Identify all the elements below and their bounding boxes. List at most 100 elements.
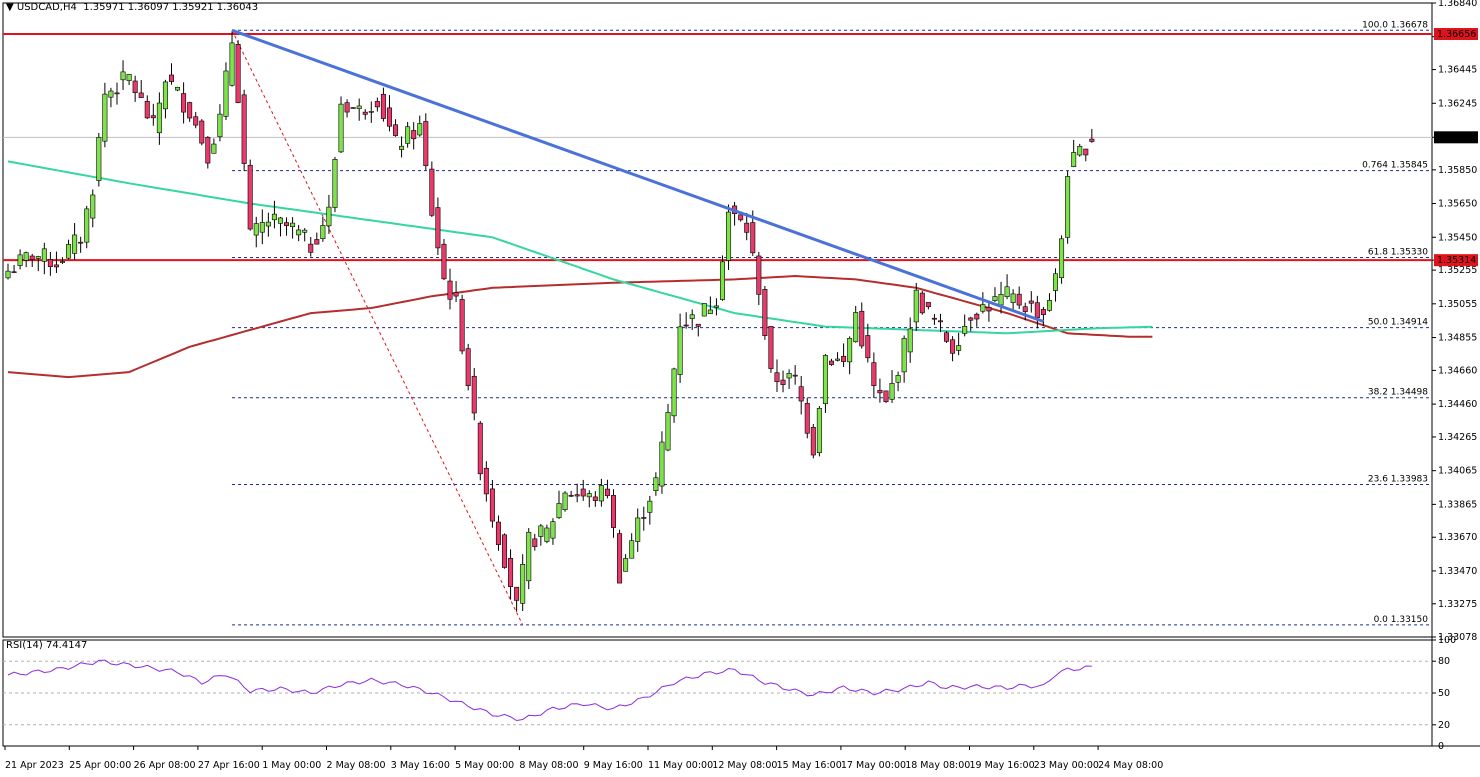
- bullish-candle[interactable]: [520, 564, 526, 604]
- bullish-candle[interactable]: [726, 211, 732, 261]
- bearish-candle[interactable]: [241, 94, 247, 164]
- bearish-candle[interactable]: [925, 302, 931, 307]
- bullish-candle[interactable]: [265, 221, 271, 227]
- bullish-candle[interactable]: [277, 217, 283, 224]
- bearish-candle[interactable]: [47, 259, 53, 268]
- bullish-candle[interactable]: [1059, 238, 1065, 279]
- bullish-candle[interactable]: [677, 326, 683, 375]
- bearish-candle[interactable]: [471, 375, 477, 414]
- bearish-candle[interactable]: [247, 164, 253, 230]
- bullish-candle[interactable]: [550, 521, 556, 539]
- bearish-candle[interactable]: [477, 422, 483, 475]
- bullish-candle[interactable]: [1065, 176, 1071, 238]
- bullish-candle[interactable]: [956, 345, 962, 351]
- bullish-candle[interactable]: [992, 296, 998, 301]
- bearish-candle[interactable]: [810, 427, 816, 456]
- bullish-candle[interactable]: [816, 408, 822, 453]
- bearish-candle[interactable]: [919, 292, 925, 314]
- bullish-candle[interactable]: [901, 338, 907, 373]
- bearish-candle[interactable]: [11, 271, 17, 274]
- bearish-candle[interactable]: [314, 239, 320, 245]
- bearish-candle[interactable]: [465, 348, 471, 386]
- bearish-candle[interactable]: [968, 317, 974, 321]
- bearish-candle[interactable]: [1028, 300, 1034, 304]
- bullish-candle[interactable]: [320, 225, 326, 240]
- bearish-candle[interactable]: [441, 243, 447, 280]
- bullish-candle[interactable]: [1004, 286, 1010, 297]
- bearish-candle[interactable]: [1016, 293, 1022, 306]
- bullish-candle[interactable]: [211, 143, 217, 154]
- bearish-candle[interactable]: [362, 111, 368, 115]
- bearish-candle[interactable]: [386, 107, 392, 127]
- bullish-candle[interactable]: [332, 159, 338, 208]
- bullish-candle[interactable]: [156, 102, 162, 134]
- bullish-candle[interactable]: [998, 294, 1004, 306]
- bullish-candle[interactable]: [23, 252, 29, 261]
- bearish-candle[interactable]: [453, 292, 459, 297]
- bullish-candle[interactable]: [1010, 293, 1016, 303]
- bearish-candle[interactable]: [865, 335, 871, 359]
- bearish-candle[interactable]: [756, 255, 762, 295]
- bullish-candle[interactable]: [586, 493, 592, 498]
- bullish-candle[interactable]: [707, 309, 713, 314]
- bullish-candle[interactable]: [835, 358, 841, 361]
- bullish-candle[interactable]: [302, 229, 308, 233]
- bullish-candle[interactable]: [623, 558, 629, 572]
- bullish-candle[interactable]: [175, 87, 181, 91]
- bearish-candle[interactable]: [974, 313, 980, 320]
- bearish-candle[interactable]: [193, 116, 199, 126]
- bullish-candle[interactable]: [223, 70, 229, 117]
- bearish-candle[interactable]: [144, 100, 150, 119]
- bullish-candle[interactable]: [913, 289, 919, 323]
- bullish-candle[interactable]: [665, 412, 671, 451]
- bullish-candle[interactable]: [689, 314, 695, 319]
- bullish-candle[interactable]: [544, 527, 550, 542]
- bearish-candle[interactable]: [1089, 138, 1095, 142]
- bearish-candle[interactable]: [393, 124, 399, 136]
- bullish-candle[interactable]: [338, 103, 344, 153]
- bullish-candle[interactable]: [701, 303, 707, 317]
- bullish-candle[interactable]: [907, 328, 913, 353]
- bullish-candle[interactable]: [126, 74, 132, 81]
- bullish-candle[interactable]: [853, 312, 859, 343]
- bearish-candle[interactable]: [986, 307, 992, 312]
- bearish-candle[interactable]: [284, 222, 290, 226]
- bullish-candle[interactable]: [1071, 152, 1077, 167]
- bearish-candle[interactable]: [574, 494, 580, 497]
- bullish-candle[interactable]: [671, 368, 677, 417]
- bullish-candle[interactable]: [84, 208, 90, 243]
- bearish-candle[interactable]: [344, 102, 350, 113]
- bullish-candle[interactable]: [356, 105, 362, 109]
- bearish-candle[interactable]: [429, 168, 435, 216]
- bearish-candle[interactable]: [780, 379, 786, 386]
- bullish-candle[interactable]: [1046, 300, 1052, 311]
- bearish-candle[interactable]: [350, 107, 356, 109]
- bearish-candle[interactable]: [435, 207, 441, 249]
- bullish-candle[interactable]: [290, 222, 296, 227]
- bullish-candle[interactable]: [847, 338, 853, 363]
- bearish-candle[interactable]: [804, 403, 810, 434]
- bearish-candle[interactable]: [931, 317, 937, 320]
- bearish-candle[interactable]: [1034, 302, 1040, 318]
- bearish-candle[interactable]: [114, 92, 120, 95]
- bullish-candle[interactable]: [253, 223, 259, 236]
- bullish-candle[interactable]: [66, 244, 72, 259]
- bearish-candle[interactable]: [762, 289, 768, 336]
- bearish-candle[interactable]: [604, 488, 610, 496]
- bearish-candle[interactable]: [532, 538, 538, 547]
- bearish-candle[interactable]: [774, 372, 780, 383]
- bullish-candle[interactable]: [162, 81, 168, 110]
- bullish-candle[interactable]: [72, 234, 78, 254]
- bearish-candle[interactable]: [150, 115, 156, 119]
- bearish-candle[interactable]: [138, 92, 144, 98]
- bearish-candle[interactable]: [937, 320, 943, 323]
- bearish-candle[interactable]: [841, 355, 847, 362]
- bullish-candle[interactable]: [713, 305, 719, 308]
- bearish-candle[interactable]: [950, 339, 956, 354]
- bearish-candle[interactable]: [1022, 306, 1028, 312]
- bullish-candle[interactable]: [229, 42, 235, 86]
- bearish-candle[interactable]: [168, 74, 174, 82]
- bullish-candle[interactable]: [786, 372, 792, 379]
- bullish-candle[interactable]: [889, 383, 895, 400]
- bearish-candle[interactable]: [514, 586, 520, 601]
